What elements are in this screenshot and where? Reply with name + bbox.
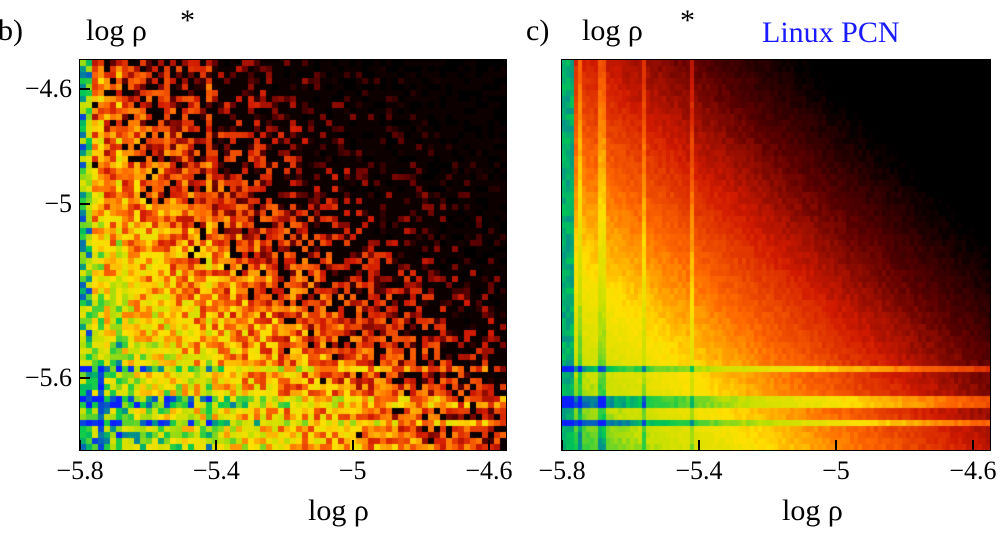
y-tick-mark — [80, 87, 90, 90]
panel-c-ylabel: log ρ — [582, 14, 643, 47]
x-tick-mark — [971, 440, 974, 450]
panel-b-xlabel: log ρ — [308, 494, 369, 527]
panel-b-ylabel-superscript: * — [180, 4, 195, 37]
x-tick-label: −5.8 — [56, 456, 104, 485]
panel-c-ylabel-superscript: * — [680, 4, 695, 37]
panel-c-letter: c) — [526, 14, 550, 47]
x-tick-label: −4.6 — [465, 456, 513, 485]
panel-c-heatmap — [562, 60, 990, 450]
x-tick-label: −5.4 — [192, 456, 240, 485]
panel-b-letter: b) — [0, 14, 23, 47]
x-tick-mark — [834, 440, 837, 450]
x-tick-label: −4.6 — [949, 456, 997, 485]
x-tick-label: −5.4 — [675, 456, 723, 485]
y-tick-mark — [80, 203, 90, 206]
x-tick-mark — [351, 440, 354, 450]
y-tick-mark — [80, 376, 90, 379]
y-tick-label: −5 — [44, 189, 72, 219]
panel-b-frame — [79, 59, 507, 451]
panel-b-ylabel: log ρ — [86, 14, 147, 47]
y-tick-label: −5.6 — [24, 362, 72, 392]
panel-c-xlabel: log ρ — [782, 494, 843, 527]
x-tick-mark — [215, 440, 218, 450]
x-tick-mark — [487, 440, 490, 450]
x-tick-label: −5 — [822, 456, 850, 485]
x-tick-mark — [79, 440, 81, 450]
x-tick-label: −5 — [338, 456, 367, 485]
panel-b-heatmap — [80, 60, 506, 450]
y-tick-label: −4.6 — [24, 73, 72, 103]
x-tick-mark — [561, 440, 563, 450]
panel-c-annotation: Linux PCN — [762, 16, 900, 49]
x-tick-mark — [697, 440, 700, 450]
panel-c-frame — [561, 59, 991, 451]
x-tick-label: −5.8 — [538, 456, 586, 485]
